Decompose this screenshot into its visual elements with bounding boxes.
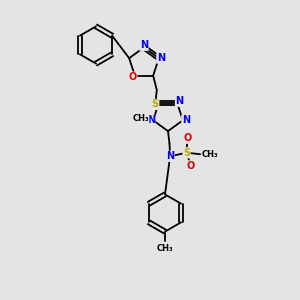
- Text: O: O: [184, 133, 192, 143]
- Text: N: N: [140, 40, 148, 50]
- Text: N: N: [182, 115, 190, 125]
- Text: CH₃: CH₃: [132, 114, 149, 123]
- Text: S: S: [152, 99, 159, 110]
- Text: N: N: [176, 96, 184, 106]
- Text: N: N: [157, 53, 165, 63]
- Text: O: O: [187, 161, 195, 171]
- Text: O: O: [129, 72, 137, 82]
- Text: S: S: [183, 148, 190, 158]
- Text: CH₃: CH₃: [157, 244, 173, 253]
- Text: N: N: [147, 115, 155, 125]
- Text: CH₃: CH₃: [202, 150, 218, 159]
- Text: N: N: [166, 151, 174, 161]
